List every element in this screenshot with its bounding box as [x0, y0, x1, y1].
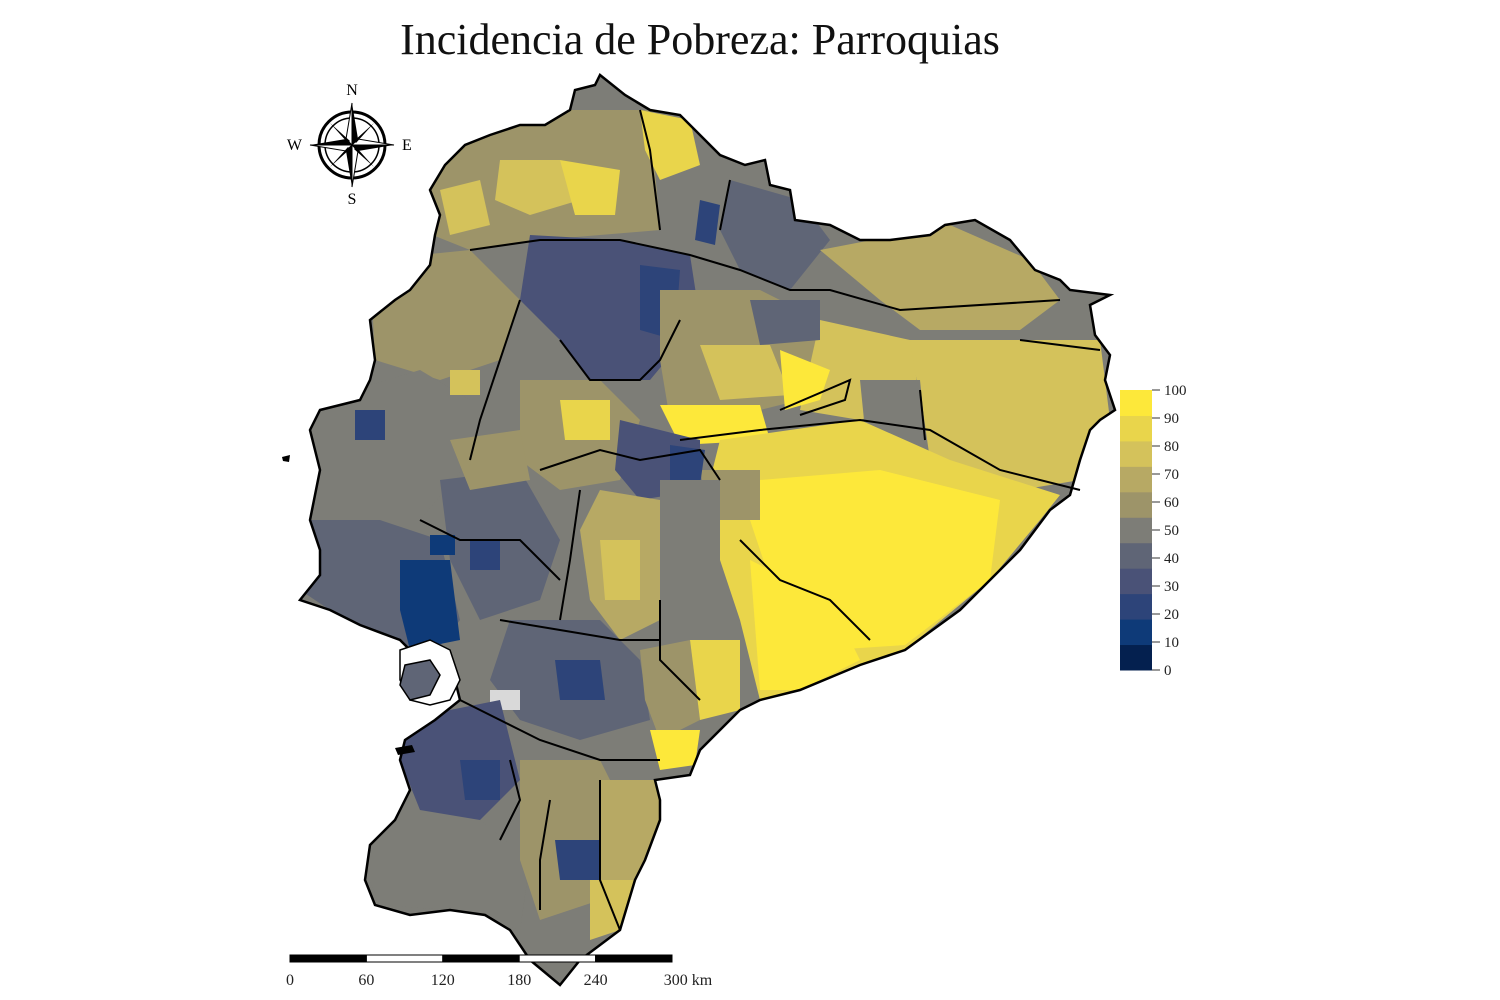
legend-swatch	[1120, 466, 1152, 493]
compass-east-label: E	[402, 137, 412, 154]
legend-swatch	[1120, 491, 1152, 518]
puna-island	[399, 659, 441, 701]
region	[430, 535, 455, 555]
region	[640, 640, 700, 740]
region-orellana-east	[905, 340, 1110, 490]
scale-bar-segment	[365, 954, 444, 963]
region	[495, 160, 580, 215]
legend-swatch	[1120, 644, 1152, 671]
region-los-rios	[450, 430, 530, 490]
scale-bar-label: 0	[286, 972, 294, 989]
province-border	[639, 109, 661, 231]
legend-tick-label: 10	[1164, 635, 1179, 651]
scale-bar-label: 120	[431, 972, 455, 989]
scale-bar-label: 300 km	[664, 972, 713, 989]
province-border	[679, 418, 1081, 491]
province-border	[499, 619, 660, 641]
region	[670, 445, 705, 485]
legend-swatch	[1120, 593, 1152, 620]
compass-south-label: S	[348, 191, 357, 208]
region-guayaquil	[400, 560, 460, 650]
region-manabi	[315, 370, 470, 520]
legend-tick-label: 70	[1164, 467, 1179, 483]
legend-tick-label: 20	[1164, 607, 1179, 623]
region	[690, 640, 740, 720]
province-border	[1019, 339, 1101, 351]
province-border	[539, 448, 721, 481]
province-border	[659, 600, 701, 701]
legend-swatch	[1120, 415, 1152, 442]
region	[700, 345, 790, 400]
scale-bar-label: 60	[358, 972, 374, 989]
scale-bar-label: 240	[584, 972, 608, 989]
compass-west-label: W	[287, 137, 303, 154]
region-zamora	[600, 780, 660, 880]
scale-bar-segment	[518, 954, 597, 963]
province-border	[919, 389, 926, 441]
region	[695, 200, 720, 245]
region-loja-west	[365, 820, 530, 930]
region	[460, 760, 500, 800]
region	[750, 560, 860, 690]
scale-bar: 0 60 120 180 240 300 km	[286, 954, 713, 989]
region	[650, 730, 700, 770]
legend-swatch	[1120, 619, 1152, 646]
region	[355, 410, 385, 440]
scale-bar-segment	[442, 954, 520, 963]
compass-star	[309, 102, 395, 188]
legend-swatch	[1120, 568, 1152, 595]
legend-tick-label: 60	[1164, 495, 1179, 511]
region	[600, 540, 640, 600]
legend-tick-label: 40	[1164, 551, 1179, 567]
legend-swatch	[1120, 390, 1152, 416]
region	[560, 160, 620, 215]
legend-swatch	[1120, 542, 1152, 569]
region	[590, 880, 640, 940]
region	[440, 180, 490, 235]
province-border	[559, 319, 681, 381]
legend-tick-label: 80	[1164, 439, 1179, 455]
region	[555, 660, 605, 700]
scale-bar-segment	[289, 954, 367, 963]
province-border	[559, 489, 581, 621]
legend-tick-label: 0	[1164, 663, 1172, 679]
legend-tick-label: 50	[1164, 523, 1179, 539]
province-border	[779, 378, 852, 416]
compass-north-label: N	[346, 82, 358, 99]
province-boundaries	[419, 109, 1101, 931]
map-title: Incidencia de Pobreza: Parroquias	[400, 15, 1000, 64]
region	[450, 370, 480, 395]
region	[560, 400, 610, 440]
legend-tick-label: 90	[1164, 411, 1179, 427]
region-carchi	[640, 110, 700, 180]
region	[470, 540, 500, 570]
region-morona-north	[660, 480, 720, 620]
province-border	[739, 539, 871, 641]
region	[750, 300, 820, 345]
province-border	[469, 239, 1061, 312]
province-border	[419, 519, 561, 581]
scale-bar-label: 180	[507, 972, 531, 989]
compass-rose: N S E W	[287, 82, 412, 208]
province-border	[599, 780, 621, 931]
scale-bar-segment	[595, 954, 673, 963]
legend-swatch	[1120, 517, 1152, 544]
region	[660, 405, 770, 445]
legend-tick-label: 100	[1164, 383, 1187, 399]
legend-swatch	[1120, 440, 1152, 467]
small-island	[282, 455, 290, 462]
province-border	[499, 759, 522, 841]
province-border	[539, 799, 551, 910]
province-border	[469, 299, 521, 461]
region	[555, 840, 600, 880]
country-outline	[297, 73, 1117, 987]
legend-tick-label: 30	[1164, 579, 1179, 595]
province-border	[459, 699, 660, 761]
color-legend: 0 10 20 30 40 50 60 70 80 90 100	[1120, 383, 1187, 679]
map-regions	[300, 75, 1115, 985]
small-island	[395, 745, 415, 755]
region	[860, 380, 925, 430]
province-border	[719, 179, 731, 231]
